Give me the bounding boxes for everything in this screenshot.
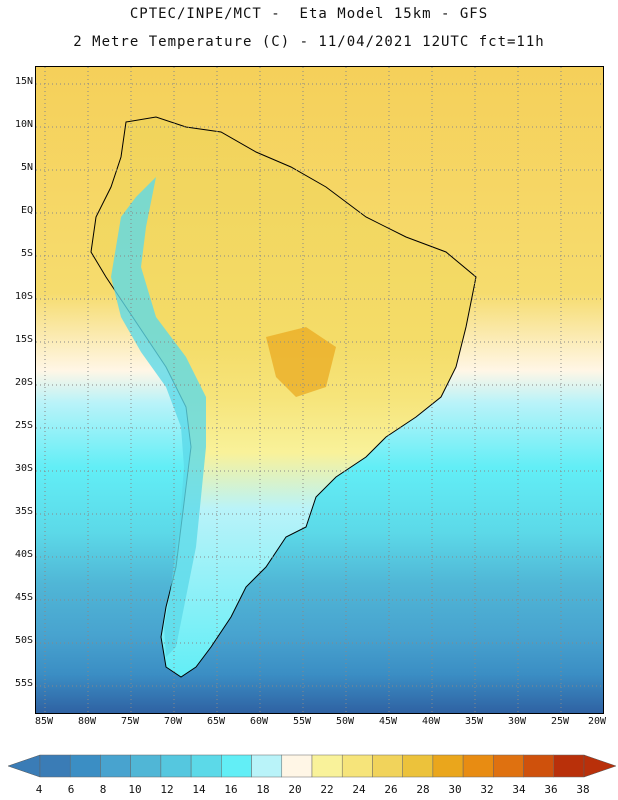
colorbar-left-arrow bbox=[7, 754, 41, 778]
lon-label: 70W bbox=[163, 716, 183, 727]
colorbar-label: 26 bbox=[384, 783, 398, 796]
colorbar-swatch bbox=[493, 754, 524, 778]
colorbar-swatch bbox=[221, 754, 252, 778]
colorbar-swatch bbox=[462, 754, 494, 778]
lat-label: 20S bbox=[14, 377, 33, 388]
lon-label: 45W bbox=[378, 716, 398, 727]
lon-label: 20W bbox=[587, 716, 607, 727]
lat-label: 35S bbox=[14, 506, 33, 517]
lat-label: EQ bbox=[20, 205, 33, 216]
colorbar-label: 18 bbox=[256, 783, 270, 796]
colorbar-label: 30 bbox=[448, 783, 462, 796]
lon-label: 25W bbox=[550, 716, 570, 727]
lon-label: 75W bbox=[120, 716, 140, 727]
colorbar-swatch bbox=[341, 754, 373, 778]
lon-label: 80W bbox=[77, 716, 97, 727]
lat-label: 5S bbox=[20, 248, 33, 259]
lat-label: 40S bbox=[14, 549, 33, 560]
colorbar-label: 36 bbox=[544, 783, 558, 796]
lat-label: 15N bbox=[14, 76, 33, 87]
lat-label: 25S bbox=[14, 420, 33, 431]
colorbar-label: 28 bbox=[416, 783, 430, 796]
colorbar-swatch bbox=[372, 754, 403, 778]
colorbar-label: 10 bbox=[128, 783, 142, 796]
temperature-map bbox=[35, 66, 604, 714]
colorbar-label: 34 bbox=[512, 783, 526, 796]
lon-label: 60W bbox=[249, 716, 269, 727]
lon-label: 30W bbox=[507, 716, 527, 727]
lat-label: 30S bbox=[14, 463, 33, 474]
colorbar-swatch bbox=[402, 754, 434, 778]
lon-label: 85W bbox=[34, 716, 54, 727]
highland-warm-patch bbox=[266, 327, 336, 397]
colorbar-label: 16 bbox=[224, 783, 238, 796]
colorbar-swatch bbox=[130, 754, 162, 778]
colorbar-label: 4 bbox=[35, 783, 43, 796]
chart-title-line2: 2 Metre Temperature (C) - 11/04/2021 12U… bbox=[73, 34, 545, 50]
colorbar-segments bbox=[39, 754, 585, 778]
colorbar-label: 12 bbox=[160, 783, 174, 796]
lon-label: 55W bbox=[292, 716, 312, 727]
colorbar-label: 22 bbox=[320, 783, 334, 796]
chart-title-line1: CPTEC/INPE/MCT - Eta Model 15km - GFS bbox=[129, 6, 489, 22]
colorbar-label: 24 bbox=[352, 783, 366, 796]
lon-label: 40W bbox=[421, 716, 441, 727]
grid-lines bbox=[36, 67, 603, 713]
lat-label: 50S bbox=[14, 635, 33, 646]
lat-label: 55S bbox=[14, 678, 33, 689]
lat-label: 15S bbox=[14, 334, 33, 345]
colorbar-swatch bbox=[311, 754, 343, 778]
colorbar-swatch bbox=[190, 754, 222, 778]
colorbar-right-arrow bbox=[583, 754, 617, 778]
colorbar-label: 8 bbox=[99, 783, 107, 796]
lon-label: 35W bbox=[464, 716, 484, 727]
colorbar-swatch bbox=[523, 754, 555, 778]
colorbar-swatch bbox=[100, 754, 131, 778]
andes-cold-band bbox=[111, 177, 206, 657]
colorbar-swatch bbox=[39, 754, 71, 778]
colorbar-swatch bbox=[432, 754, 464, 778]
colorbar-swatch bbox=[160, 754, 192, 778]
colorbar-label: 14 bbox=[192, 783, 206, 796]
colorbar-label: 6 bbox=[67, 783, 75, 796]
lat-label: 10S bbox=[14, 291, 33, 302]
temperature-colorbar bbox=[0, 750, 618, 800]
colorbar-swatch bbox=[553, 754, 585, 778]
colorbar-swatch bbox=[69, 754, 101, 778]
colorbar-swatch bbox=[251, 754, 283, 778]
lat-label: 45S bbox=[14, 592, 33, 603]
colorbar-swatch bbox=[281, 754, 313, 778]
lon-label: 65W bbox=[206, 716, 226, 727]
lon-label: 50W bbox=[335, 716, 355, 727]
colorbar-label: 32 bbox=[480, 783, 494, 796]
lat-label: 5N bbox=[20, 162, 33, 173]
colorbar-label: 20 bbox=[288, 783, 302, 796]
colorbar-label: 38 bbox=[576, 783, 590, 796]
lat-label: 10N bbox=[14, 119, 33, 130]
